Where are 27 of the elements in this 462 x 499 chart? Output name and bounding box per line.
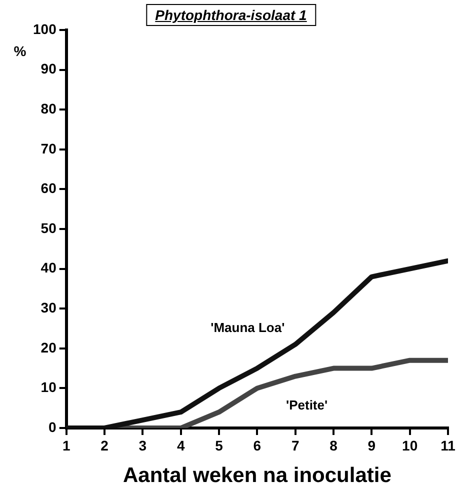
series-label: 'Mauna Loa' [210, 320, 285, 336]
series-label: 'Petite' [286, 398, 328, 413]
chart-title: Phytophthora-isolaat 1 [146, 4, 316, 26]
x-tick-label: 7 [291, 437, 300, 454]
x-tick-label: 6 [253, 437, 262, 454]
y-tick-label: 60 [40, 180, 57, 196]
y-tick-label: 80 [40, 100, 57, 116]
x-tick-label: 9 [368, 437, 376, 454]
x-tick-label: 10 [402, 437, 418, 454]
x-tick-label: 2 [100, 437, 109, 454]
y-axis-title: % [14, 42, 27, 59]
y-tick-label: 0 [48, 418, 57, 435]
x-tick-label: 8 [330, 437, 338, 454]
y-tick-label: 30 [40, 299, 57, 316]
y-tick-label: 100 [33, 20, 57, 37]
y-tick-label: 40 [40, 260, 57, 276]
y-tick-label: 70 [40, 140, 57, 156]
x-tick-label: 11 [440, 437, 456, 454]
y-tick-label: 10 [40, 379, 57, 396]
x-axis-title: Aantal weken na inoculatie [122, 464, 392, 488]
y-tick-label: 90 [40, 60, 57, 77]
x-tick-label: 1 [62, 437, 70, 454]
y-tick-label: 20 [40, 339, 57, 356]
x-tick-label: 5 [215, 437, 224, 454]
y-tick-label: 50 [40, 220, 57, 236]
x-tick-label: 3 [138, 437, 147, 454]
x-tick-label: 4 [176, 437, 185, 454]
